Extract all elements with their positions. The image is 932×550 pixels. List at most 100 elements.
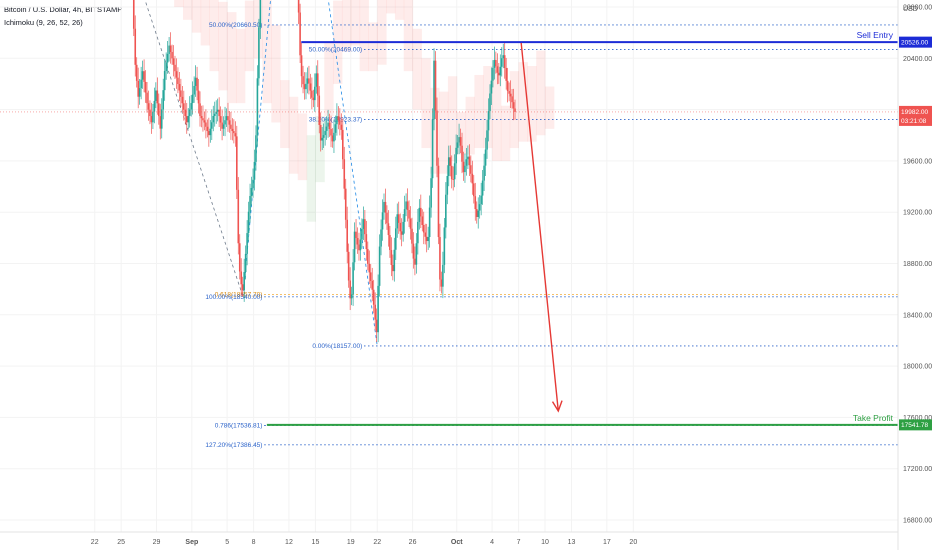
- candle-body: [487, 111, 490, 131]
- fib-left-label: 127.20%(17386.45): [205, 442, 262, 449]
- candle-body: [383, 201, 385, 213]
- candle-body: [364, 219, 366, 235]
- candle-body: [316, 73, 319, 96]
- candle-body: [402, 221, 404, 235]
- candle-body: [308, 78, 310, 84]
- candle-body: [350, 294, 353, 299]
- candle-body: [421, 216, 424, 225]
- candle-body: [368, 263, 371, 273]
- candle-body: [471, 173, 474, 184]
- cloud-segment: [262, 0, 272, 104]
- candle-body: [208, 131, 210, 136]
- cloud-segment: [527, 65, 537, 142]
- grid: [0, 0, 898, 532]
- candle-body: [199, 103, 201, 117]
- trend-lines: [144, 0, 378, 347]
- candle-body: [337, 116, 340, 121]
- candle-body: [399, 222, 401, 232]
- x-tick-label: 15: [312, 539, 320, 546]
- candle-body: [200, 116, 203, 119]
- price-tag-value: 17541.78: [901, 422, 928, 429]
- candle-body: [319, 124, 322, 141]
- candle-body: [400, 231, 403, 235]
- y-tick-label: 16800.00: [903, 518, 932, 525]
- candle-body: [312, 97, 315, 101]
- candle-body: [387, 223, 390, 236]
- candle-body: [362, 219, 365, 229]
- candle-body: [181, 96, 184, 104]
- candle-body: [149, 109, 151, 117]
- candle-body: [372, 289, 375, 305]
- candle-body: [159, 116, 162, 129]
- candle-body: [511, 96, 513, 103]
- x-tick-label: 26: [409, 539, 417, 546]
- candle-body: [442, 264, 444, 287]
- cloud-segment: [244, 0, 255, 72]
- arrow-head: [551, 400, 563, 413]
- candle-body: [433, 60, 435, 120]
- candle-body: [210, 122, 213, 129]
- x-tick-label: 22: [91, 539, 99, 546]
- candle-body: [162, 90, 165, 110]
- y-tick-label: 19200.00: [903, 210, 932, 217]
- candle-body: [356, 238, 359, 245]
- candle-body: [428, 207, 431, 237]
- candle-body: [495, 59, 497, 67]
- cloud-segment: [492, 69, 502, 161]
- indicator-label: Ichimoku (9, 26, 52, 26): [4, 18, 83, 27]
- candle-body: [450, 165, 453, 180]
- candle-body: [355, 231, 357, 239]
- candle-body: [467, 156, 469, 160]
- cloud-segment: [518, 62, 528, 142]
- candle-body: [499, 66, 502, 76]
- candle-body: [475, 209, 478, 217]
- candle-body: [344, 188, 347, 220]
- candle-body: [191, 94, 194, 104]
- cloud-segment: [191, 0, 202, 33]
- candle-body: [228, 120, 231, 125]
- candle-body: [434, 60, 437, 111]
- candle-body: [477, 210, 480, 217]
- candle-body: [353, 231, 356, 263]
- candle-body: [156, 90, 159, 104]
- candle-body: [163, 71, 166, 91]
- cloud-segment: [536, 50, 546, 136]
- candle-body: [305, 83, 307, 90]
- candle-body: [325, 126, 328, 131]
- candle-countdown: 03:21:08: [901, 118, 927, 125]
- candle-body: [493, 59, 496, 68]
- candle-body: [437, 165, 440, 238]
- x-tick-label: 29: [153, 539, 161, 546]
- candle-body: [458, 137, 460, 143]
- candle-body: [331, 135, 334, 142]
- x-tick-label: 5: [225, 539, 229, 546]
- candle-body: [406, 201, 409, 211]
- cloud-segment: [412, 28, 422, 110]
- candle-body: [461, 145, 463, 162]
- cloud-segment: [315, 116, 325, 183]
- price-series: [0, 0, 898, 343]
- candle-body: [478, 204, 481, 211]
- x-tick-label: 19: [347, 539, 355, 546]
- candle-body: [459, 137, 462, 146]
- candle-body: [230, 124, 232, 129]
- candle-body: [431, 119, 434, 179]
- candle-body: [412, 243, 415, 259]
- candle-body: [143, 71, 145, 82]
- candle-body: [196, 77, 198, 91]
- cloud-segment: [359, 0, 369, 72]
- candle-body: [439, 237, 441, 280]
- cloud-segment: [297, 113, 308, 181]
- candle-body: [498, 72, 500, 76]
- y-tick-label: 17600.00: [903, 415, 932, 422]
- candle-body: [436, 110, 438, 166]
- candle-body: [415, 243, 418, 265]
- cloud-segment: [377, 0, 387, 65]
- x-tick-label: 10: [541, 539, 549, 546]
- candle-body: [202, 118, 204, 121]
- y-tick-label: 20800.00: [903, 5, 932, 12]
- candle-body: [514, 108, 516, 112]
